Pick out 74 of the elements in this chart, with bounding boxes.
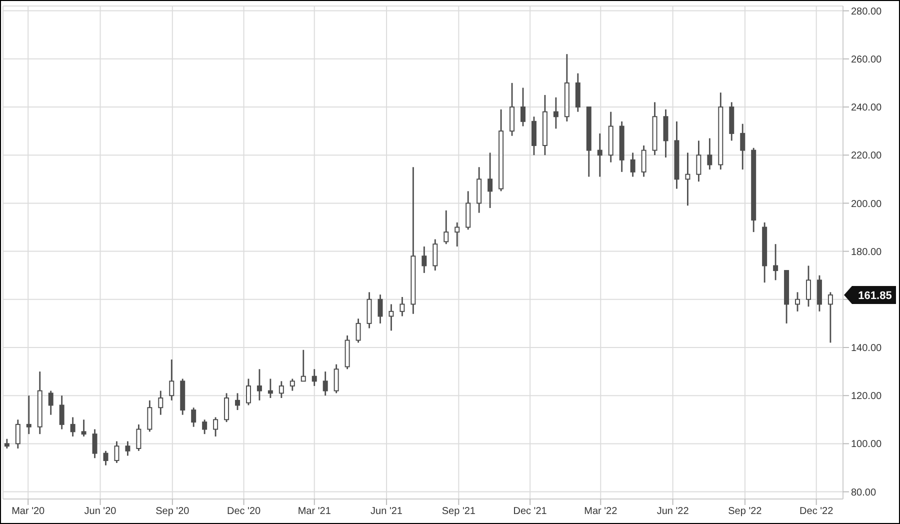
x-tick-label: Jun '20 xyxy=(84,506,117,518)
candlestick xyxy=(520,87,526,127)
y-tick-label: 100.00 xyxy=(851,439,882,450)
candlestick xyxy=(300,349,306,382)
candlestick xyxy=(597,132,602,178)
candlestick xyxy=(707,138,712,170)
candlestick xyxy=(136,424,142,452)
candlestick xyxy=(696,140,702,182)
candlestick xyxy=(235,392,240,411)
candlestick xyxy=(256,368,262,402)
candlestick xyxy=(388,304,394,332)
candlestick xyxy=(312,368,317,387)
y-tick-label: 280.00 xyxy=(851,6,882,18)
candlestick xyxy=(322,370,328,396)
x-tick-label: Jun '22 xyxy=(656,506,690,518)
candlestick xyxy=(685,152,690,206)
x-tick-label: Mar '20 xyxy=(12,506,46,518)
x-tick-label: Jun '21 xyxy=(370,506,403,518)
candlestick xyxy=(278,380,284,399)
candlestick xyxy=(158,390,164,416)
candlestick xyxy=(740,123,746,170)
candlestick xyxy=(48,390,54,416)
y-tick-label: 140.00 xyxy=(851,343,882,354)
candlestick xyxy=(15,418,20,450)
x-tick-label: Sep '20 xyxy=(156,506,190,518)
candlestick xyxy=(795,291,800,312)
candlestick xyxy=(169,358,174,402)
y-tick-label: 180.00 xyxy=(851,246,882,258)
candlestick xyxy=(553,96,558,130)
candlestick xyxy=(59,394,64,430)
y-tick-label: 240.00 xyxy=(851,102,882,114)
annotation: 161.85 xyxy=(858,290,892,302)
candlestick xyxy=(213,416,218,438)
candlestick xyxy=(444,210,449,245)
candlestick xyxy=(92,428,98,459)
y-tick-label: 220.00 xyxy=(851,150,882,162)
candlestick xyxy=(356,318,361,344)
x-tick-label: Sep '21 xyxy=(442,506,476,518)
y-tick-label: 80.00 xyxy=(851,487,876,498)
x-tick-label: Dec '21 xyxy=(513,506,548,518)
candlestick xyxy=(641,144,646,178)
x-tick-label: Mar '22 xyxy=(584,506,618,518)
candlestick xyxy=(191,406,196,428)
candlestick xyxy=(246,378,251,406)
candlestick xyxy=(202,418,208,435)
candlestick xyxy=(454,222,460,248)
y-tick-label: 260.00 xyxy=(851,54,882,66)
x-tick-label: Sep '22 xyxy=(728,506,762,518)
candlestick xyxy=(773,243,778,281)
candlestick xyxy=(26,394,32,435)
candlestick xyxy=(630,152,636,178)
candlestick xyxy=(432,238,438,272)
candlestick xyxy=(103,450,108,466)
x-tick-label: Dec '22 xyxy=(800,506,834,518)
candlestick xyxy=(147,400,152,432)
candlestick xyxy=(81,418,86,438)
candlestick xyxy=(70,416,76,438)
x-tick-label: Dec '20 xyxy=(226,506,262,518)
x-tick-label: Mar '21 xyxy=(298,506,332,518)
candlestick xyxy=(268,378,273,399)
candlestick xyxy=(400,296,405,317)
y-tick-label: 200.00 xyxy=(851,198,882,210)
candlestick xyxy=(806,265,811,308)
candlestick xyxy=(422,246,427,274)
y-tick-label: 120.00 xyxy=(851,391,882,402)
candlestick xyxy=(290,378,295,392)
candlestick xyxy=(125,440,130,456)
candlestick xyxy=(488,152,493,209)
candlestick xyxy=(224,392,230,423)
candlestick xyxy=(828,291,833,344)
candlestick xyxy=(334,364,339,394)
candlestick xyxy=(4,438,10,450)
candlestick xyxy=(114,440,120,464)
candlestick xyxy=(378,294,383,324)
